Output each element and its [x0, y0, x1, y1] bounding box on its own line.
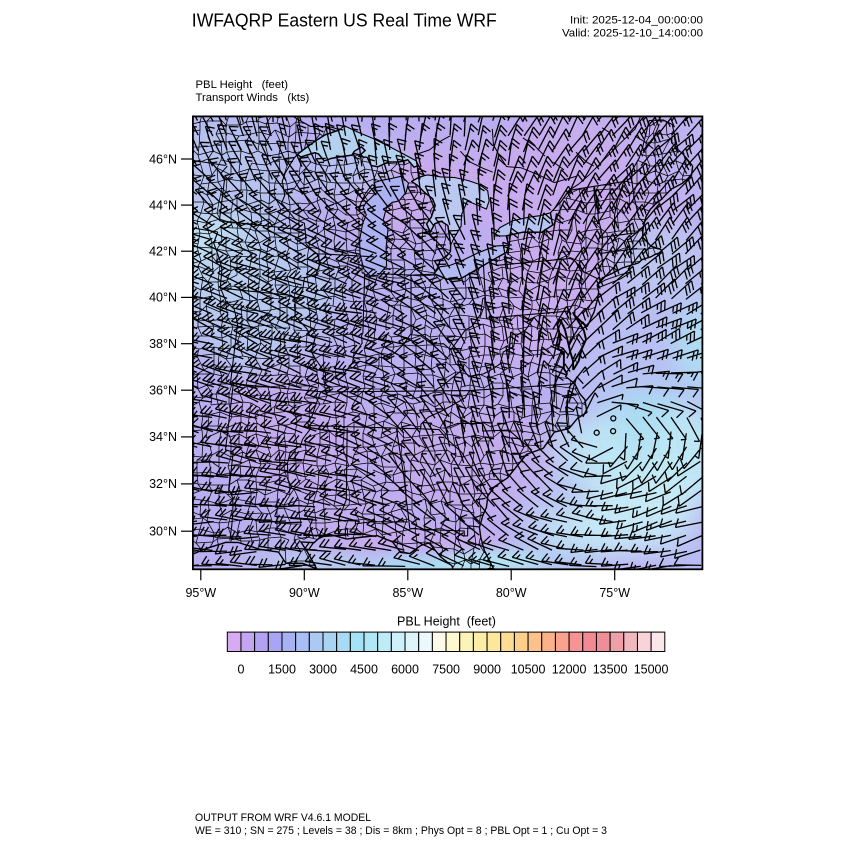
svg-text:WE = 310 ; SN = 275 ; Levels =: WE = 310 ; SN = 275 ; Levels = 38 ; Dis …: [195, 825, 607, 837]
svg-text:13500: 13500: [593, 663, 628, 677]
svg-text:75°W: 75°W: [599, 586, 630, 600]
svg-text:40°N: 40°N: [149, 291, 177, 305]
svg-text:95°W: 95°W: [185, 586, 216, 600]
svg-text:1500: 1500: [268, 663, 296, 677]
svg-text:15000: 15000: [634, 663, 669, 677]
svg-text:46°N: 46°N: [149, 152, 177, 166]
svg-text:PBL Height (feet): PBL Height (feet): [196, 79, 289, 91]
svg-text:90°W: 90°W: [289, 586, 320, 600]
svg-text:4500: 4500: [350, 663, 378, 677]
svg-text:3000: 3000: [309, 663, 337, 677]
svg-text:38°N: 38°N: [149, 337, 177, 351]
svg-text:Valid: 2025-12-10_14:00:00: Valid: 2025-12-10_14:00:00: [562, 28, 703, 40]
svg-text:OUTPUT FROM WRF V4.6.1 MODEL: OUTPUT FROM WRF V4.6.1 MODEL: [195, 812, 371, 824]
svg-text:Init: 2025-12-04_00:00:00: Init: 2025-12-04_00:00:00: [570, 15, 703, 27]
svg-text:12000: 12000: [552, 663, 587, 677]
svg-text:9000: 9000: [473, 663, 501, 677]
svg-text:Transport Winds (kts): Transport Winds (kts): [196, 92, 310, 104]
svg-text:6000: 6000: [391, 663, 419, 677]
svg-text:42°N: 42°N: [149, 245, 177, 259]
svg-text:0: 0: [238, 663, 245, 677]
svg-text:34°N: 34°N: [149, 430, 177, 444]
svg-text:PBL Height (feet): PBL Height (feet): [397, 615, 496, 629]
svg-text:85°W: 85°W: [392, 586, 423, 600]
svg-text:44°N: 44°N: [149, 198, 177, 212]
svg-text:10500: 10500: [511, 663, 546, 677]
svg-text:30°N: 30°N: [149, 525, 177, 539]
svg-text:32°N: 32°N: [149, 477, 177, 491]
svg-text:36°N: 36°N: [149, 384, 177, 398]
svg-text:80°W: 80°W: [496, 586, 527, 600]
svg-text:7500: 7500: [432, 663, 460, 677]
svg-text:IWFAQRP Eastern US Real Time W: IWFAQRP Eastern US Real Time WRF: [192, 11, 497, 31]
